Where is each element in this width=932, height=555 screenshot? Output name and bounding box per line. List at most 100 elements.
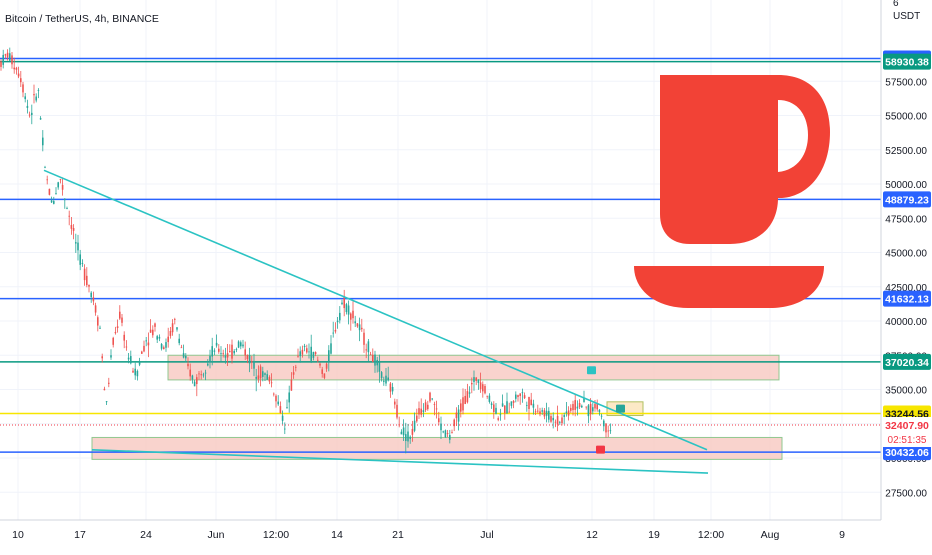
candle-body — [44, 167, 46, 169]
candle-body — [365, 349, 367, 351]
candle-body — [400, 431, 403, 435]
candle-body — [345, 304, 348, 313]
candle-body — [11, 55, 13, 65]
candle-body — [0, 61, 2, 67]
candle-body — [284, 428, 286, 430]
candle-body — [226, 353, 229, 358]
candle-body — [361, 327, 363, 330]
candle-body — [141, 351, 143, 354]
time-axis[interactable]: 10 17 24 Jun 12:00 14 21 Jul 12 19 12:00 Aug 9 — [12, 529, 845, 541]
candle-body — [99, 327, 101, 329]
candle-body — [517, 395, 519, 398]
candle-body — [101, 356, 103, 359]
candle-body — [9, 53, 11, 61]
candle-body — [589, 403, 592, 415]
candle-body — [552, 417, 554, 421]
candle-body — [273, 393, 275, 395]
candle-body — [528, 396, 530, 409]
candle-body — [169, 330, 172, 336]
candle-body — [394, 401, 396, 405]
candle-body — [262, 371, 264, 377]
candle-body — [453, 419, 455, 427]
candle-body — [407, 431, 409, 442]
candle-body — [438, 418, 440, 423]
candle-body — [422, 410, 425, 413]
trendlines — [43, 169, 709, 474]
level-label-bg — [883, 444, 931, 461]
candle-body — [446, 433, 449, 434]
candle-body — [59, 178, 62, 180]
candle-body — [539, 411, 541, 415]
time-tick-label: 12:00 — [698, 529, 724, 541]
candle-body — [493, 404, 495, 412]
candle-body — [70, 224, 73, 229]
candle-body — [292, 372, 295, 375]
candle-body — [308, 351, 310, 353]
candle-body — [519, 393, 521, 397]
candle-body — [64, 198, 66, 201]
candle-body — [310, 346, 312, 361]
candle-body — [321, 369, 323, 374]
candle-body — [554, 421, 557, 423]
candle-body — [317, 359, 319, 361]
time-tick-label: 24 — [140, 529, 152, 541]
level-label: 58930.38 — [885, 57, 929, 69]
candle-body — [455, 412, 458, 419]
candle-body — [264, 373, 266, 375]
candle-body — [603, 420, 605, 427]
candle-body — [110, 355, 112, 358]
price-tick-label: 47500.00 — [885, 214, 927, 225]
candle-body — [607, 430, 609, 432]
candle-body — [572, 404, 574, 411]
candle-body — [4, 54, 7, 56]
candle-body — [33, 94, 35, 96]
candle-body — [253, 361, 255, 369]
candle-body — [383, 380, 385, 382]
candle-body — [473, 377, 475, 382]
candle-body — [244, 349, 246, 356]
candle-body — [466, 391, 469, 403]
candle-body — [411, 428, 414, 435]
candle-body — [39, 118, 42, 120]
candle-body — [279, 406, 282, 414]
candle-body — [79, 254, 81, 265]
level-label-bg — [883, 53, 931, 70]
candle-body — [154, 323, 156, 327]
candle-body — [275, 395, 277, 402]
candle-body — [127, 357, 130, 360]
candle-body — [367, 341, 370, 353]
candle-body — [462, 397, 464, 411]
time-tick-label: 12:00 — [263, 529, 289, 541]
candle-body — [431, 398, 433, 400]
candle-body — [255, 377, 257, 379]
level-label-bg — [883, 191, 931, 208]
candle-body — [46, 179, 48, 181]
candle-body — [180, 347, 183, 349]
candle-body — [330, 343, 332, 354]
candle-body — [451, 432, 453, 433]
candle-body — [270, 382, 273, 384]
candle-body — [191, 375, 194, 380]
chart-title: Bitcoin / TetherUS, 4h, BINANCE — [5, 13, 159, 25]
candle-body — [497, 418, 499, 420]
candle-body — [266, 374, 268, 380]
candle-body — [171, 323, 174, 333]
countdown-label: 02:51:35 — [888, 435, 927, 446]
candle-body — [105, 401, 108, 403]
candle-body — [233, 351, 235, 354]
candle-body — [328, 350, 330, 361]
candle-body — [149, 329, 152, 333]
candle-body — [488, 395, 491, 402]
candle-body — [352, 310, 354, 319]
candle-body — [288, 392, 290, 403]
candle-body — [363, 332, 365, 345]
candle-body — [200, 374, 202, 376]
candle-body — [440, 423, 442, 431]
candle-body — [207, 363, 209, 366]
candle-body — [187, 363, 189, 367]
candle-body — [376, 359, 378, 366]
time-tick-label: 14 — [331, 529, 343, 541]
candle-body — [343, 296, 345, 309]
